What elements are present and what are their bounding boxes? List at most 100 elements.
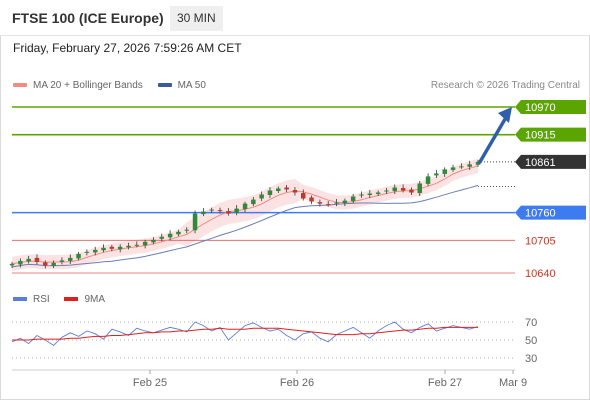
- legend-item-rsi[interactable]: RSI: [13, 294, 52, 305]
- level-tag-10970: [515, 100, 586, 114]
- candle-body: [18, 260, 23, 265]
- candle-body: [350, 196, 356, 201]
- rsi-series-rsi: [11, 321, 479, 346]
- candle-body: [26, 258, 31, 262]
- legend-label-ma50: MA 50: [177, 80, 206, 91]
- candle-body: [34, 257, 40, 262]
- candle-body: [359, 194, 364, 196]
- candle-body: [276, 188, 281, 191]
- x-tick-label: Feb 25: [133, 377, 167, 389]
- candle-body: [342, 200, 348, 204]
- header-bar: [0, 0, 590, 36]
- candle-body: [159, 236, 164, 239]
- legend-swatch-rsi: [13, 297, 27, 302]
- legend-item-ma50[interactable]: MA 50: [157, 80, 206, 91]
- candle-body: [184, 229, 189, 231]
- legend-item-ma20[interactable]: MA 20 + Bollinger Bands: [13, 80, 146, 91]
- candle-body: [284, 187, 289, 190]
- candle-body: [392, 187, 397, 191]
- level-tag-10861: [515, 154, 586, 169]
- candle-body: [367, 193, 373, 195]
- candle-body: [400, 188, 406, 191]
- candle-body: [109, 246, 115, 249]
- legend-item-9ma[interactable]: 9MA: [64, 294, 105, 305]
- rsi-legend: RSI 9MA: [13, 294, 117, 305]
- candle-body: [76, 253, 81, 259]
- x-tick-label: Feb 27: [428, 377, 462, 389]
- level-label-10861: 10861: [525, 157, 556, 169]
- candle-body: [467, 164, 472, 167]
- instrument-title: FTSE 100 (ICE Europe): [12, 10, 164, 26]
- legend-label-9ma: 9MA: [84, 294, 106, 305]
- candle-body: [201, 211, 206, 215]
- level-tag-10760: [515, 205, 586, 220]
- candle-body: [226, 211, 231, 214]
- rsi-tick-label: 70: [525, 317, 537, 329]
- candle-body: [326, 204, 331, 206]
- candle-body: [301, 193, 306, 199]
- chart-legend: MA 20 + Bollinger Bands MA 50: [13, 80, 218, 91]
- timestamp: Friday, February 27, 2026 7:59:26 AM CET: [13, 41, 242, 55]
- legend-swatch-ma20: [13, 83, 27, 88]
- level-label-10640: 10640: [525, 268, 556, 280]
- projection-arrow-shaft: [478, 112, 510, 164]
- level-label-10915: 10915: [525, 130, 556, 142]
- candle-body: [142, 241, 148, 246]
- candle-body: [84, 251, 90, 253]
- candle-body: [475, 161, 481, 165]
- candle-body: [234, 208, 239, 213]
- legend-label-ma20: MA 20 + Bollinger Bands: [33, 80, 143, 91]
- candle-body: [176, 231, 181, 235]
- rsi-series-9ma: [12, 326, 478, 341]
- candle-body: [117, 246, 123, 250]
- candle-body: [409, 189, 414, 193]
- candle-body: [259, 194, 264, 199]
- research-credit: Research © 2026 Trading Central: [430, 80, 580, 91]
- legend-label-rsi: RSI: [33, 294, 50, 305]
- candle-body: [59, 260, 65, 262]
- x-tick-label: Feb 26: [280, 377, 314, 389]
- candle-body: [384, 190, 389, 192]
- candle-body: [442, 169, 447, 174]
- candle-body: [43, 262, 48, 266]
- rsi-tick-label: 30: [525, 353, 537, 365]
- legend-swatch-9ma: [64, 297, 79, 302]
- candle-body: [450, 167, 456, 170]
- bollinger-band: [12, 158, 478, 271]
- candle-body: [134, 244, 140, 246]
- candle-body: [434, 173, 439, 176]
- candle-body: [417, 183, 422, 194]
- x-tick-label: Mar 9: [499, 377, 527, 389]
- candle-body: [209, 209, 214, 211]
- candle-body: [425, 176, 431, 184]
- candle-body: [309, 197, 314, 202]
- legend-swatch-ma50: [157, 83, 172, 88]
- level-label-10760: 10760: [525, 208, 556, 220]
- candle-body: [9, 263, 15, 266]
- candle-body: [375, 192, 381, 194]
- rsi-tick-label: 50: [525, 335, 537, 347]
- candle-body: [317, 202, 323, 204]
- candle-body: [267, 190, 273, 195]
- candle-body: [68, 257, 73, 261]
- ma50-line: [11, 184, 479, 268]
- candle-body: [292, 190, 298, 193]
- candle-body: [242, 203, 248, 210]
- candle-body: [251, 199, 256, 205]
- candle-body: [151, 239, 156, 243]
- level-tag-10915: [515, 127, 586, 142]
- candle-body: [217, 210, 223, 212]
- candle-body: [192, 213, 198, 231]
- candle-body: [93, 249, 98, 253]
- level-label-10970: 10970: [525, 102, 556, 114]
- candle-body: [126, 245, 131, 248]
- candle-body: [334, 202, 339, 204]
- candle-body: [459, 166, 464, 168]
- interval-selector[interactable]: 30 MIN: [170, 6, 223, 31]
- projection-arrow-head: [498, 107, 512, 123]
- candle-body: [101, 247, 106, 251]
- level-label-10705: 10705: [525, 235, 556, 247]
- candle-body: [167, 233, 173, 238]
- candle-body: [51, 262, 56, 266]
